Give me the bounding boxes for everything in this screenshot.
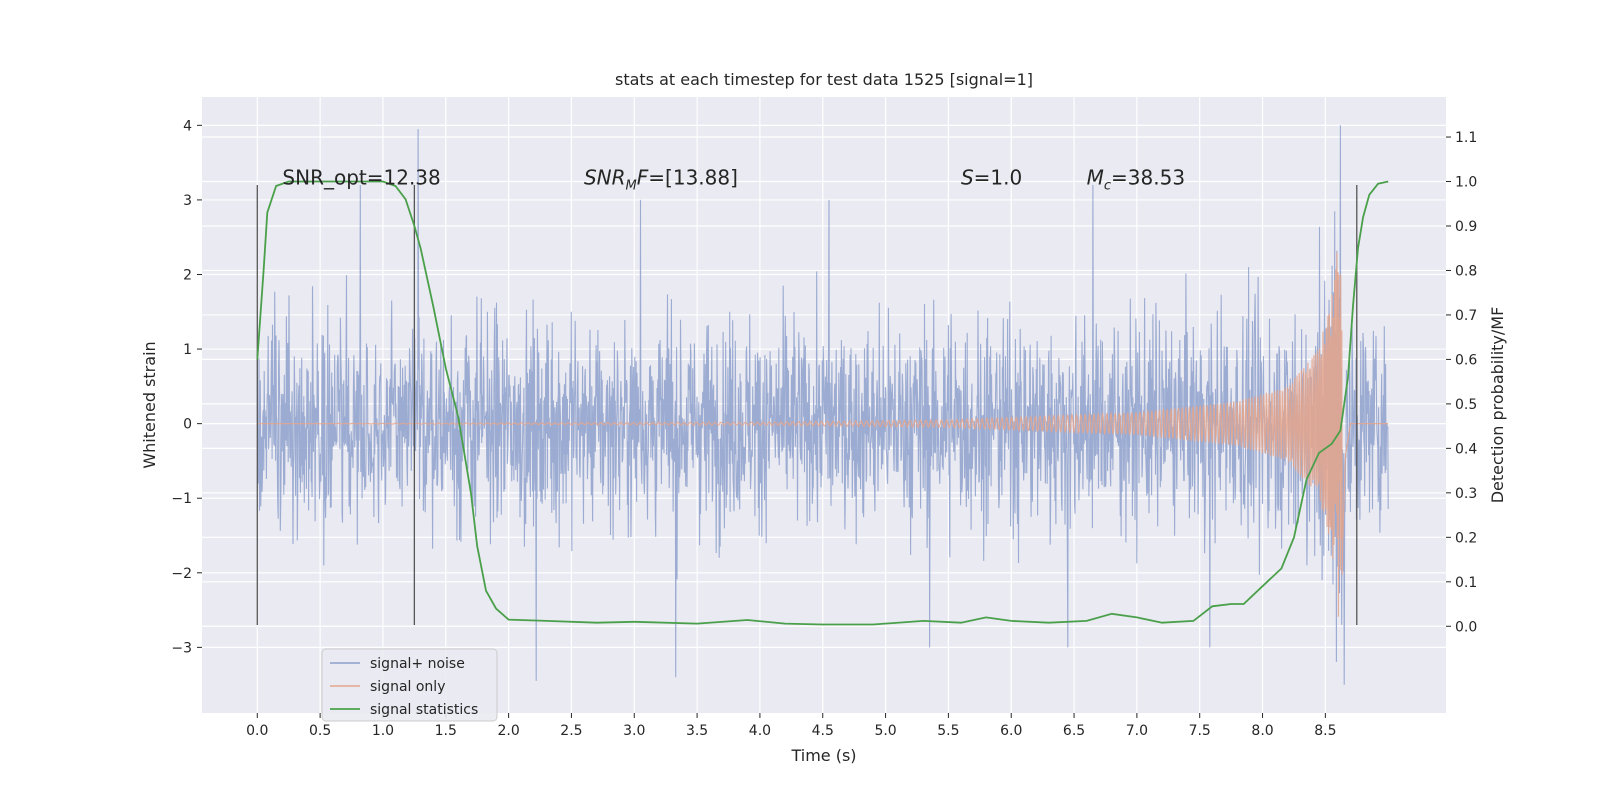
y-right-tick-label: 0.7 [1455,308,1477,324]
x-tick-label: 2.5 [560,723,582,739]
x-tick-label: 1.0 [372,723,394,739]
annotation-math-base: M [1087,166,1104,190]
x-tick-label: 0.5 [309,723,331,739]
y-left-tick-label: 1 [183,342,192,358]
x-tick-label: 7.5 [1189,723,1211,739]
x-tick-label: 5.0 [874,723,896,739]
y-right-tick-label: 0.4 [1455,441,1477,457]
x-tick-label: 6.0 [1000,723,1022,739]
y-left-tick-label: −3 [171,640,192,656]
annotation-3: Mc=38.53 [1087,166,1185,194]
y-axis-label-right: Detection probability/MF [1488,307,1507,504]
x-tick-label: 7.0 [1126,723,1148,739]
legend-box [321,648,498,722]
y-right-tick-label: 1.0 [1455,175,1477,191]
y-left-tick-label: 4 [183,118,192,134]
series-signal-only [257,252,1389,617]
x-tick-label: 3.5 [686,723,708,739]
y-right-tick-label: 0.3 [1455,486,1477,502]
annotation-math-base: S [961,166,974,190]
x-tick-label: 3.0 [623,723,645,739]
signal-only-line [257,252,1389,617]
y-right-tick-label: 0.6 [1455,352,1477,368]
x-tick-label: 5.5 [937,723,959,739]
x-axis-label: Time (s) [790,746,856,765]
series-signal-statistics [256,180,1389,626]
annotation-math-rest-value: =[13.88] [648,166,738,190]
legend: signal+ noise signal only signal statistic… [321,648,498,722]
y-axis-label-left: Whitened strain [140,341,159,468]
annotation-math-rest: =1.0 [974,166,1023,190]
chart-title: stats at each timestep for test data 152… [615,70,1033,89]
y-right-tick-label: 0.1 [1455,575,1477,591]
y-left-tick-label: 2 [183,267,192,283]
axes: 0.0 0.5 1.0 1.5 2.0 2.5 3.0 3.5 4.0 4.5 5.0 5.5 6.0 6… [171,118,1477,739]
y-left-tick-label: −2 [171,566,192,582]
x-tick-label: 4.0 [749,723,771,739]
x-tick-label: 0.0 [246,723,268,739]
legend-label: signal+ noise [370,656,465,672]
annotation-math-rest: F [637,166,649,190]
annotations: SNR_opt=12.38 SNRMF=[13.88] S=1.0 Mc=38.53 [282,166,1185,194]
y-right-tick-label: 0.9 [1455,219,1477,235]
x-tick-label: 6.5 [1063,723,1085,739]
x-tick-label: 8.0 [1251,723,1273,739]
annotation-1: SNRMF=[13.88] [584,166,738,194]
y-left-tick-label: 3 [183,193,192,209]
annotation-math-rest: =38.53 [1111,166,1185,190]
annotation-math-sub: M [626,179,637,194]
signal-statistics-line [256,180,1389,626]
legend-label: signal only [370,679,445,695]
y-right-tick-label: 1.1 [1455,130,1477,146]
annotation-2: S=1.0 [961,166,1022,190]
x-tick-label: 2.0 [497,723,519,739]
y-right-tick-label: 0.5 [1455,397,1477,413]
y-left-tick-label: 0 [183,417,192,433]
annotation-math-base: SNR [584,166,626,190]
y-right-tick-label: 0.2 [1455,530,1477,546]
x-tick-label: 8.5 [1314,723,1336,739]
legend-label: signal statistics [370,702,478,718]
y-left-tick-label: −1 [171,491,192,507]
y-right-tick-label: 0.8 [1455,263,1477,279]
x-tick-label: 4.5 [812,723,834,739]
y-right-tick-label: 0.0 [1455,619,1477,635]
annotation-0: SNR_opt=12.38 [282,166,440,190]
annotation-math-sub: c [1104,179,1111,194]
x-tick-label: 1.5 [435,723,457,739]
